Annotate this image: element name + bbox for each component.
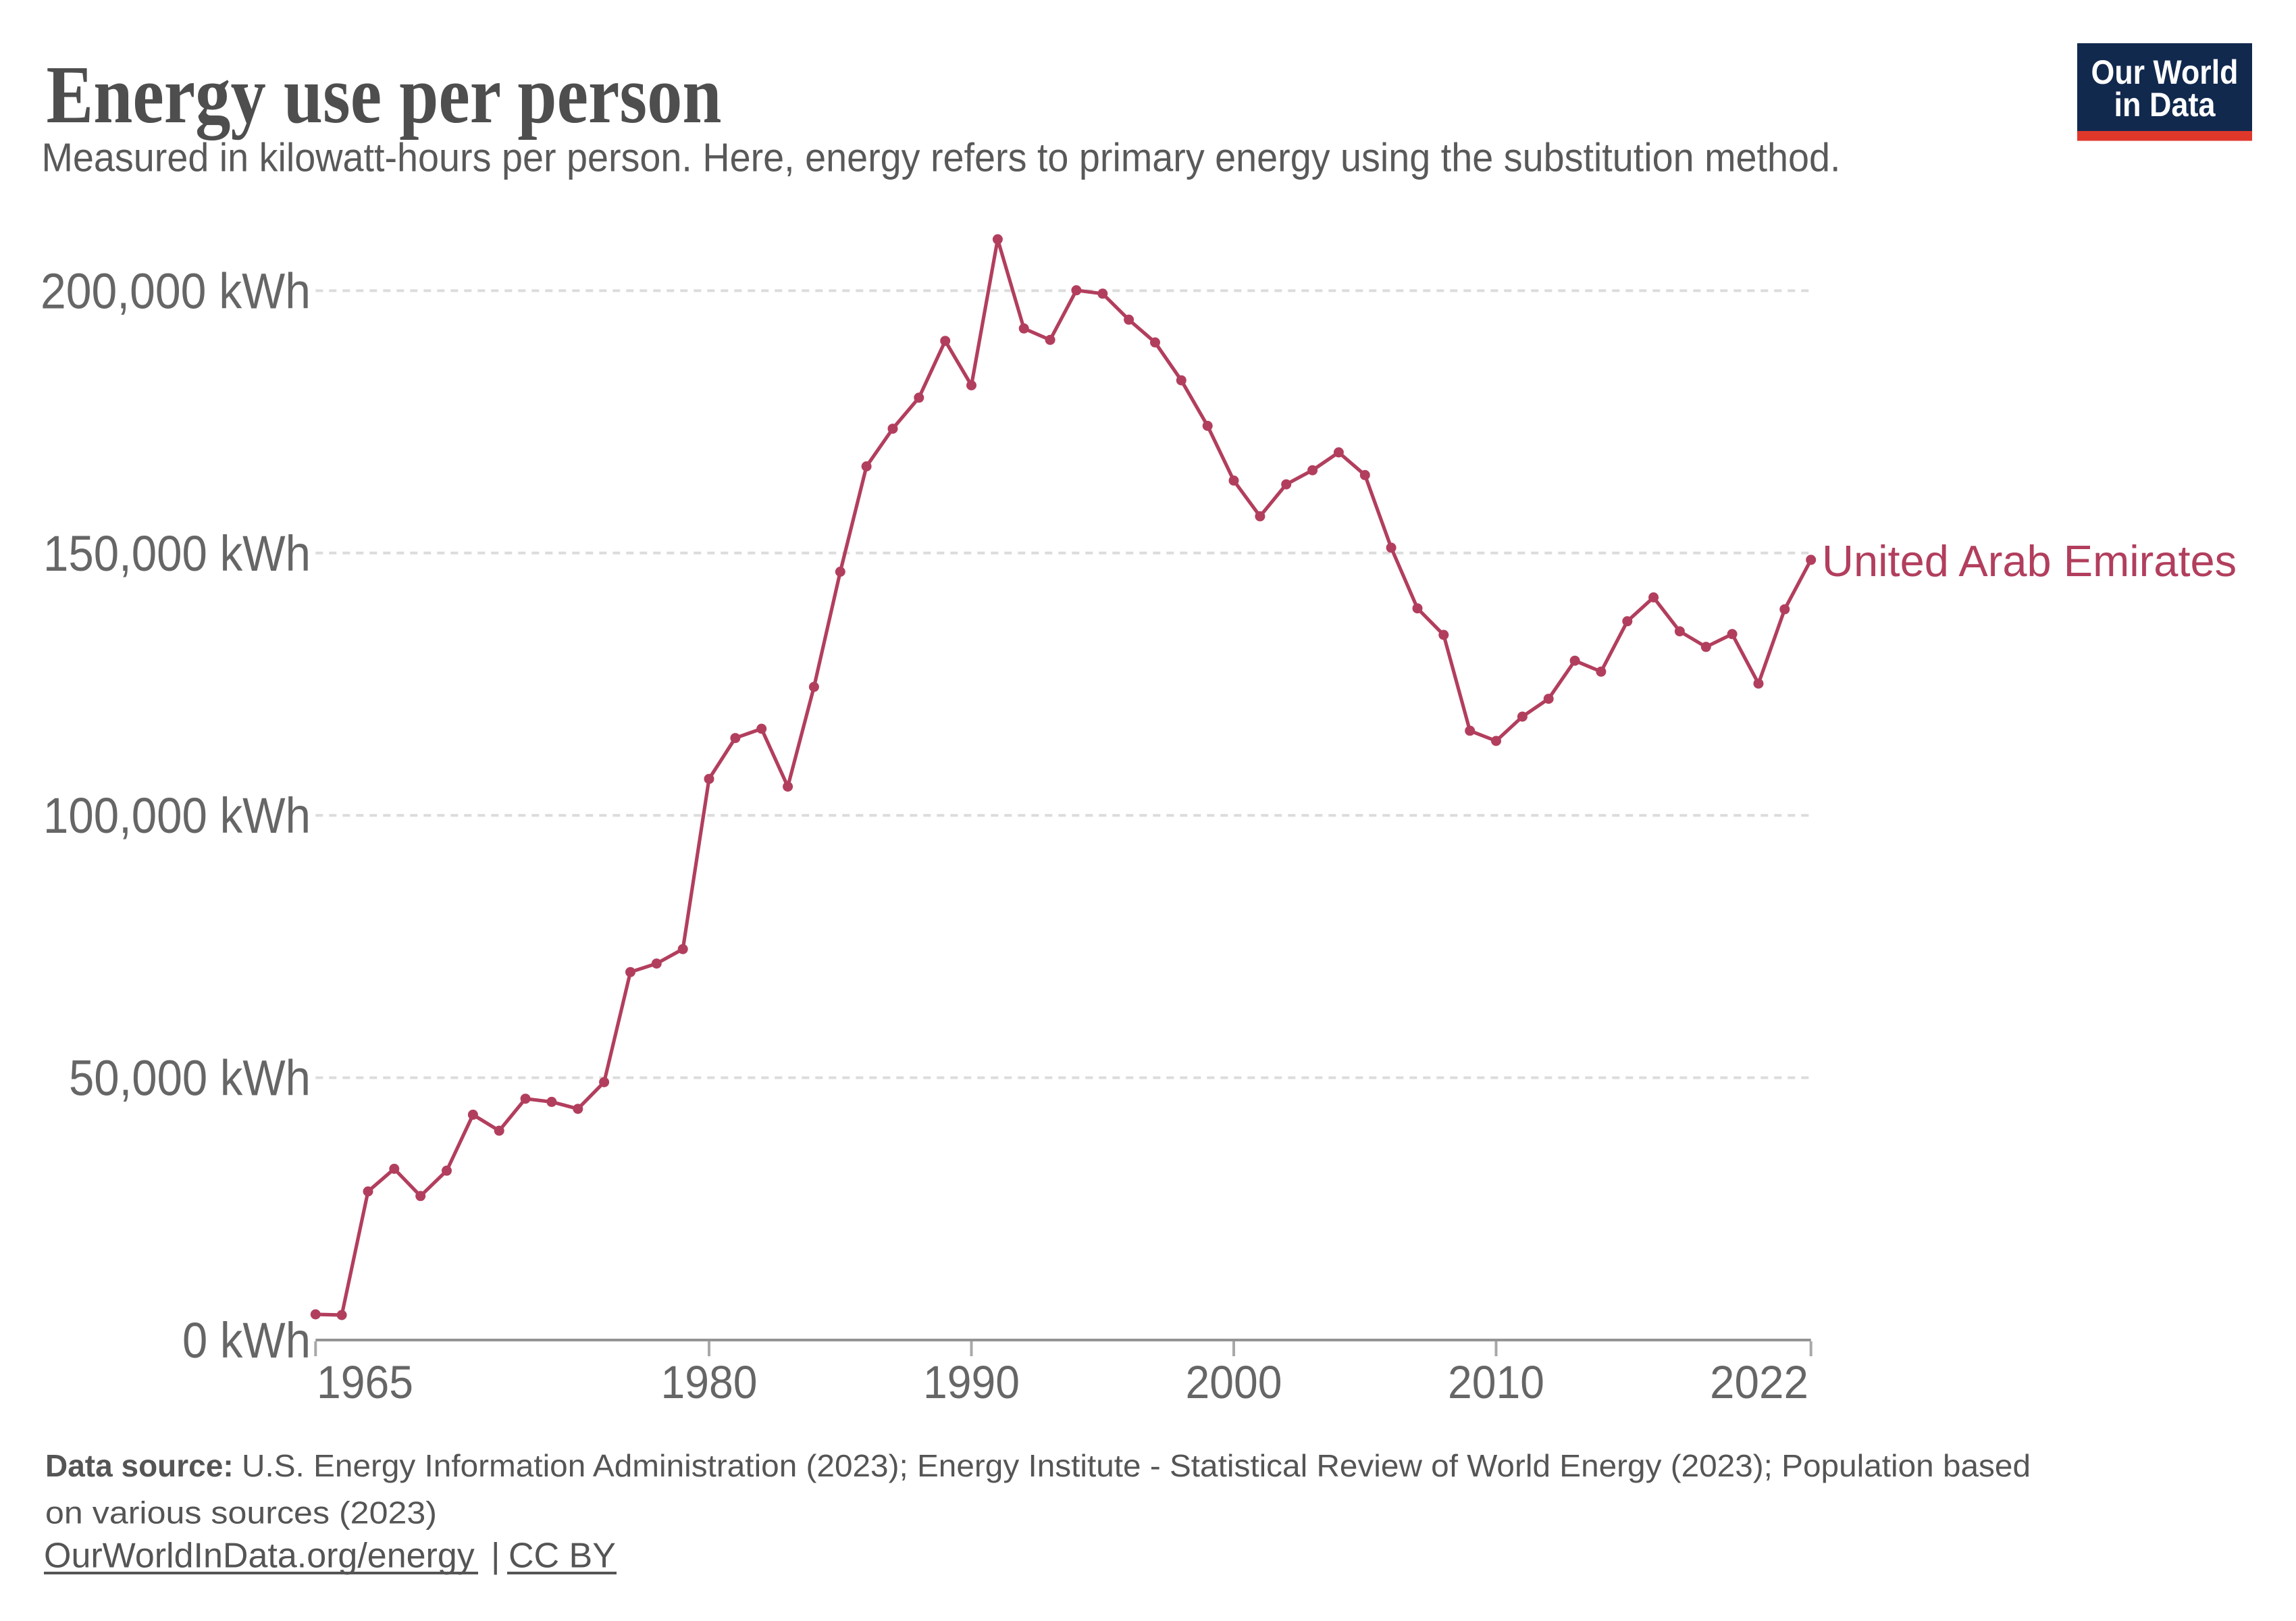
svg-text:200,000 kWh: 200,000 kWh: [41, 263, 311, 319]
svg-text:0 kWh: 0 kWh: [182, 1312, 311, 1368]
svg-text:1980: 1980: [661, 1356, 758, 1408]
svg-text:2010: 2010: [1448, 1356, 1544, 1408]
svg-text:100,000 kWh: 100,000 kWh: [43, 788, 311, 844]
svg-text:Data source:: Data source:: [45, 1448, 234, 1483]
svg-text:in Data: in Data: [2114, 86, 2216, 124]
svg-text:United Arab Emirates: United Arab Emirates: [1822, 536, 2237, 586]
svg-text:CC BY: CC BY: [508, 1536, 616, 1575]
svg-text:Measured in kilowatt-hours per: Measured in kilowatt-hours per person. H…: [42, 135, 1841, 180]
svg-text:2022: 2022: [1710, 1356, 1808, 1408]
svg-text:U.S. Energy Information Admini: U.S. Energy Information Administration (…: [242, 1448, 2031, 1483]
svg-text:2000: 2000: [1186, 1356, 1282, 1408]
svg-text:50,000 kWh: 50,000 kWh: [69, 1050, 311, 1106]
svg-text:Energy use per person: Energy use per person: [47, 49, 722, 140]
svg-text:on various sources (2023): on various sources (2023): [45, 1495, 437, 1530]
svg-text:1965: 1965: [317, 1356, 413, 1408]
svg-text:OurWorldInData.org/energy: OurWorldInData.org/energy: [44, 1536, 475, 1575]
svg-text:150,000 kWh: 150,000 kWh: [43, 525, 311, 582]
svg-text:1990: 1990: [923, 1356, 1020, 1408]
svg-text:|: |: [491, 1536, 500, 1575]
svg-text:Our World: Our World: [2091, 53, 2239, 91]
